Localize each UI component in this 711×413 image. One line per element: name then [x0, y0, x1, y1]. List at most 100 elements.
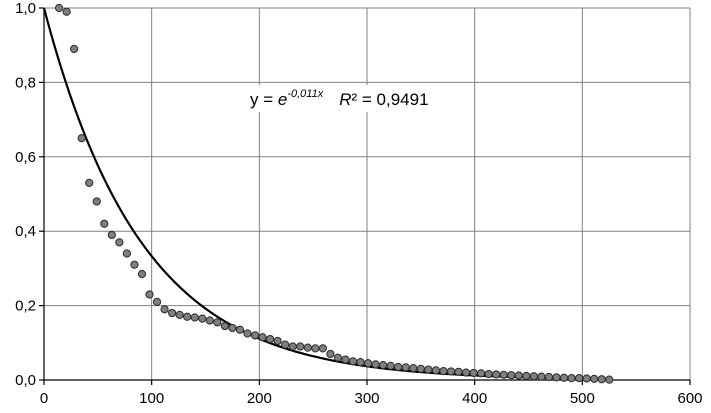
equation-background: [247, 85, 467, 112]
data-point: [228, 323, 237, 333]
data-point: [409, 363, 418, 373]
data-point: [356, 358, 365, 367]
x-tick-label: 300: [354, 390, 379, 407]
data-point: [235, 325, 245, 334]
trendline-layer: [42, 7, 609, 380]
equation-annotation: y = e-0,011x R² = 0,9491: [247, 85, 467, 112]
data-point: [122, 249, 132, 258]
data-point: [250, 331, 260, 340]
data-point: [394, 362, 403, 372]
data-point: [605, 375, 614, 384]
data-point: [597, 375, 606, 384]
data-point: [130, 260, 139, 269]
data-point: [85, 178, 94, 187]
x-tick-label: 600: [677, 390, 702, 407]
data-point: [552, 373, 561, 382]
data-point: [575, 374, 584, 383]
tick-labels: 0 100 200 300 400 500 600 0,0 0,2 0,4 0,6 0,8 1,0: [15, 0, 702, 407]
data-point: [559, 373, 569, 382]
grid: [39, 7, 691, 385]
data-point: [371, 360, 380, 369]
data-point: [439, 366, 448, 376]
data-point: [77, 134, 86, 143]
data-point: [281, 340, 290, 349]
data-point: [484, 369, 493, 379]
data-point: [296, 342, 305, 351]
data-point: [318, 344, 327, 353]
equation-label: y = e-0,011x R² = 0,9491: [250, 88, 429, 109]
data-point: [183, 312, 192, 321]
exponential-fit-line: [42, 7, 609, 380]
equation-base: e: [278, 90, 287, 109]
data-point: [168, 308, 177, 318]
data-point: [469, 368, 478, 378]
equation-exponent: -0,011x: [287, 88, 323, 100]
data-point: [303, 343, 312, 352]
data-point: [529, 372, 538, 381]
data-point: [363, 359, 373, 368]
data-point: [348, 357, 358, 366]
x-tick-label: 200: [247, 390, 272, 407]
data-point: [386, 361, 395, 370]
data-point: [62, 7, 71, 16]
data-point: [333, 353, 343, 362]
data-point: [379, 361, 388, 370]
y-tick-label: 0,0: [15, 372, 36, 389]
y-tick-label: 1,0: [15, 0, 36, 17]
data-point: [454, 367, 463, 376]
data-point: [137, 269, 147, 279]
data-point: [431, 366, 441, 375]
r-squared-value: ² = 0,9491: [352, 90, 429, 109]
data-point: [70, 44, 79, 54]
data-point: [522, 371, 531, 381]
data-point: [145, 290, 154, 299]
data-point: [243, 329, 252, 338]
x-tick-label: 400: [462, 390, 487, 407]
data-point: [288, 342, 297, 351]
data-point: [567, 374, 576, 383]
data-point: [416, 364, 425, 373]
data-point: [92, 197, 101, 206]
data-point: [175, 310, 184, 319]
data-point: [311, 344, 320, 353]
data-point: [341, 355, 350, 364]
y-tick-label: 0,4: [15, 223, 36, 240]
x-tick-label: 500: [570, 390, 595, 407]
data-point: [401, 363, 410, 372]
data-point: [258, 333, 267, 342]
data-point: [190, 313, 199, 322]
data-point: [273, 336, 282, 346]
data-point: [582, 374, 591, 383]
data-point: [461, 368, 471, 377]
data-point: [492, 370, 501, 379]
data-point: [107, 230, 116, 240]
data-point: [446, 367, 456, 376]
data-point: [477, 369, 486, 378]
data-point: [115, 238, 124, 247]
data-point: [537, 372, 546, 381]
y-tick-label: 0,8: [15, 74, 36, 91]
x-tick-label: 100: [139, 390, 164, 407]
data-point: [198, 314, 207, 323]
data-point: [424, 365, 433, 374]
data-point: [205, 316, 214, 325]
data-point: [499, 370, 508, 379]
x-tick-label: 0: [40, 390, 48, 407]
data-point: [514, 371, 523, 380]
data-point: [160, 305, 169, 314]
data-point: [590, 374, 599, 383]
y-tick-label: 0,2: [15, 298, 36, 315]
equation-prefix: y =: [250, 90, 278, 109]
data-point: [266, 334, 275, 344]
data-points: [54, 3, 614, 384]
data-point: [507, 371, 516, 380]
data-point: [54, 3, 64, 13]
data-point: [544, 372, 554, 382]
y-tick-label: 0,6: [15, 149, 36, 166]
data-point: [152, 297, 162, 306]
data-point: [220, 321, 229, 331]
r-squared-symbol: R: [339, 90, 351, 109]
data-point: [326, 349, 335, 359]
data-point: [213, 318, 222, 327]
